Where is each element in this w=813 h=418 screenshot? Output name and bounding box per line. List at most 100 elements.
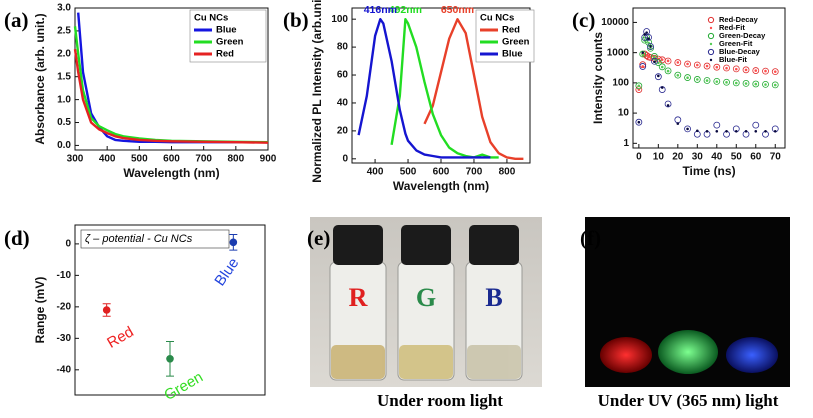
- x-axis-label: Wavelength (nm): [393, 179, 489, 193]
- y-tick-label: 3.0: [57, 3, 71, 14]
- data-point: [732, 65, 740, 73]
- legend-label: Blue: [216, 25, 237, 36]
- x-axis-label: Time (ns): [682, 164, 735, 178]
- y-tick-label: 80: [337, 42, 349, 53]
- data-point: [764, 129, 767, 133]
- data-point: [166, 354, 174, 363]
- data-point: [696, 129, 699, 133]
- legend-label: Green-Fit: [719, 39, 753, 48]
- legend-label: Red-Fit: [719, 23, 745, 32]
- data-point: [641, 51, 645, 54]
- legend-label: Green: [216, 37, 244, 48]
- legend-swatch: [709, 26, 713, 30]
- y-tick-label: -20: [57, 301, 72, 312]
- data-point: [229, 238, 238, 247]
- y-axis-label: Normalized PL Intensity (arb.unit.): [310, 0, 324, 183]
- y-axis-label: Intensity counts: [591, 32, 605, 124]
- data-point: [705, 79, 709, 82]
- data-point: [666, 59, 670, 63]
- data-point: [666, 69, 670, 73]
- x-tick-label: 300: [67, 154, 84, 165]
- data-point: [637, 120, 641, 124]
- y-tick-label: 1000: [607, 47, 630, 58]
- peak-label: 492nm: [389, 4, 422, 16]
- data-point: [686, 62, 689, 66]
- title-box: [80, 229, 230, 249]
- data-point: [641, 65, 645, 68]
- legend-label: Green-Decay: [719, 31, 766, 40]
- y-tick-label: 0.0: [57, 140, 71, 151]
- data-point: [647, 55, 650, 58]
- data-point: [643, 28, 651, 35]
- data-point: [754, 82, 758, 86]
- y-tick-label: 0: [342, 153, 348, 164]
- data-point: [686, 76, 689, 80]
- y-tick-label: 0: [65, 239, 71, 250]
- x-tick-label: 400: [99, 154, 116, 165]
- data-point: [666, 104, 670, 107]
- chart-title: ζ – potential - Cu NCs: [85, 233, 193, 245]
- data-point: [742, 66, 750, 74]
- series-line: [390, 18, 499, 159]
- x-tick-label: 900: [260, 154, 277, 165]
- series-line: [423, 18, 524, 160]
- data-point: [657, 74, 660, 78]
- y-tick-label: 2.0: [57, 48, 71, 59]
- data-point: [684, 125, 691, 133]
- x-tick-label: 800: [499, 167, 516, 178]
- y-axis-label: Range (mV): [33, 277, 47, 344]
- x-tick-label: 500: [400, 167, 417, 178]
- category-label: Red: [104, 323, 136, 351]
- legend-label: Blue: [502, 49, 523, 60]
- y-tick-label: 20: [337, 126, 349, 137]
- y-tick-label: -10: [57, 270, 72, 281]
- caption: Under UV (365 nm) light: [598, 391, 779, 410]
- data-point: [684, 74, 691, 81]
- data-point: [676, 122, 680, 125]
- x-tick-label: 600: [433, 167, 450, 178]
- data-point: [734, 67, 738, 71]
- peak-label: 416nm: [364, 4, 397, 16]
- data-point: [734, 81, 738, 85]
- panel: (b) 0 20 40 60 80 100 400 500 600 700 800 Wavelength…: [283, 0, 535, 193]
- data-point: [715, 129, 719, 133]
- photo-room-light: [310, 217, 542, 387]
- peak-label: 650nm: [441, 4, 474, 16]
- legend-box: [475, 9, 535, 63]
- data-point: [676, 74, 680, 77]
- panel-label: (a): [4, 8, 29, 32]
- x-tick-label: 500: [131, 154, 148, 165]
- x-tick-label: 70: [770, 152, 782, 163]
- x-tick-label: 50: [731, 152, 743, 163]
- data-point: [693, 61, 701, 69]
- y-tick-label: 40: [337, 98, 349, 109]
- y-tick-label: 60: [337, 70, 349, 81]
- photo-uv-light: [585, 217, 790, 387]
- y-tick-label: 100: [331, 14, 348, 25]
- data-point: [705, 129, 709, 133]
- x-tick-label: 600: [163, 154, 180, 165]
- x-tick-label: 400: [367, 167, 384, 178]
- data-point: [645, 33, 652, 41]
- data-point: [754, 69, 758, 72]
- data-point: [651, 53, 658, 60]
- y-tick-label: 10: [618, 108, 630, 119]
- legend-label: Blue-Fit: [719, 55, 747, 64]
- data-point: [752, 80, 760, 88]
- data-point: [647, 43, 654, 50]
- plot-frame: [632, 7, 786, 149]
- data-point: [639, 63, 647, 70]
- data-point: [660, 65, 664, 69]
- data-point: [703, 62, 711, 70]
- y-tick-label: -30: [57, 333, 72, 344]
- data-point: [676, 61, 680, 64]
- plot-frame: [74, 224, 266, 396]
- panel-label: (f): [580, 226, 601, 250]
- data-point: [649, 45, 652, 48]
- x-axis-label: Wavelength (nm): [123, 166, 219, 180]
- data-point: [654, 73, 662, 81]
- legend-swatch: [709, 58, 713, 62]
- legend-label: Red: [502, 25, 520, 36]
- panel-label: (d): [4, 226, 30, 250]
- data-point: [647, 37, 650, 40]
